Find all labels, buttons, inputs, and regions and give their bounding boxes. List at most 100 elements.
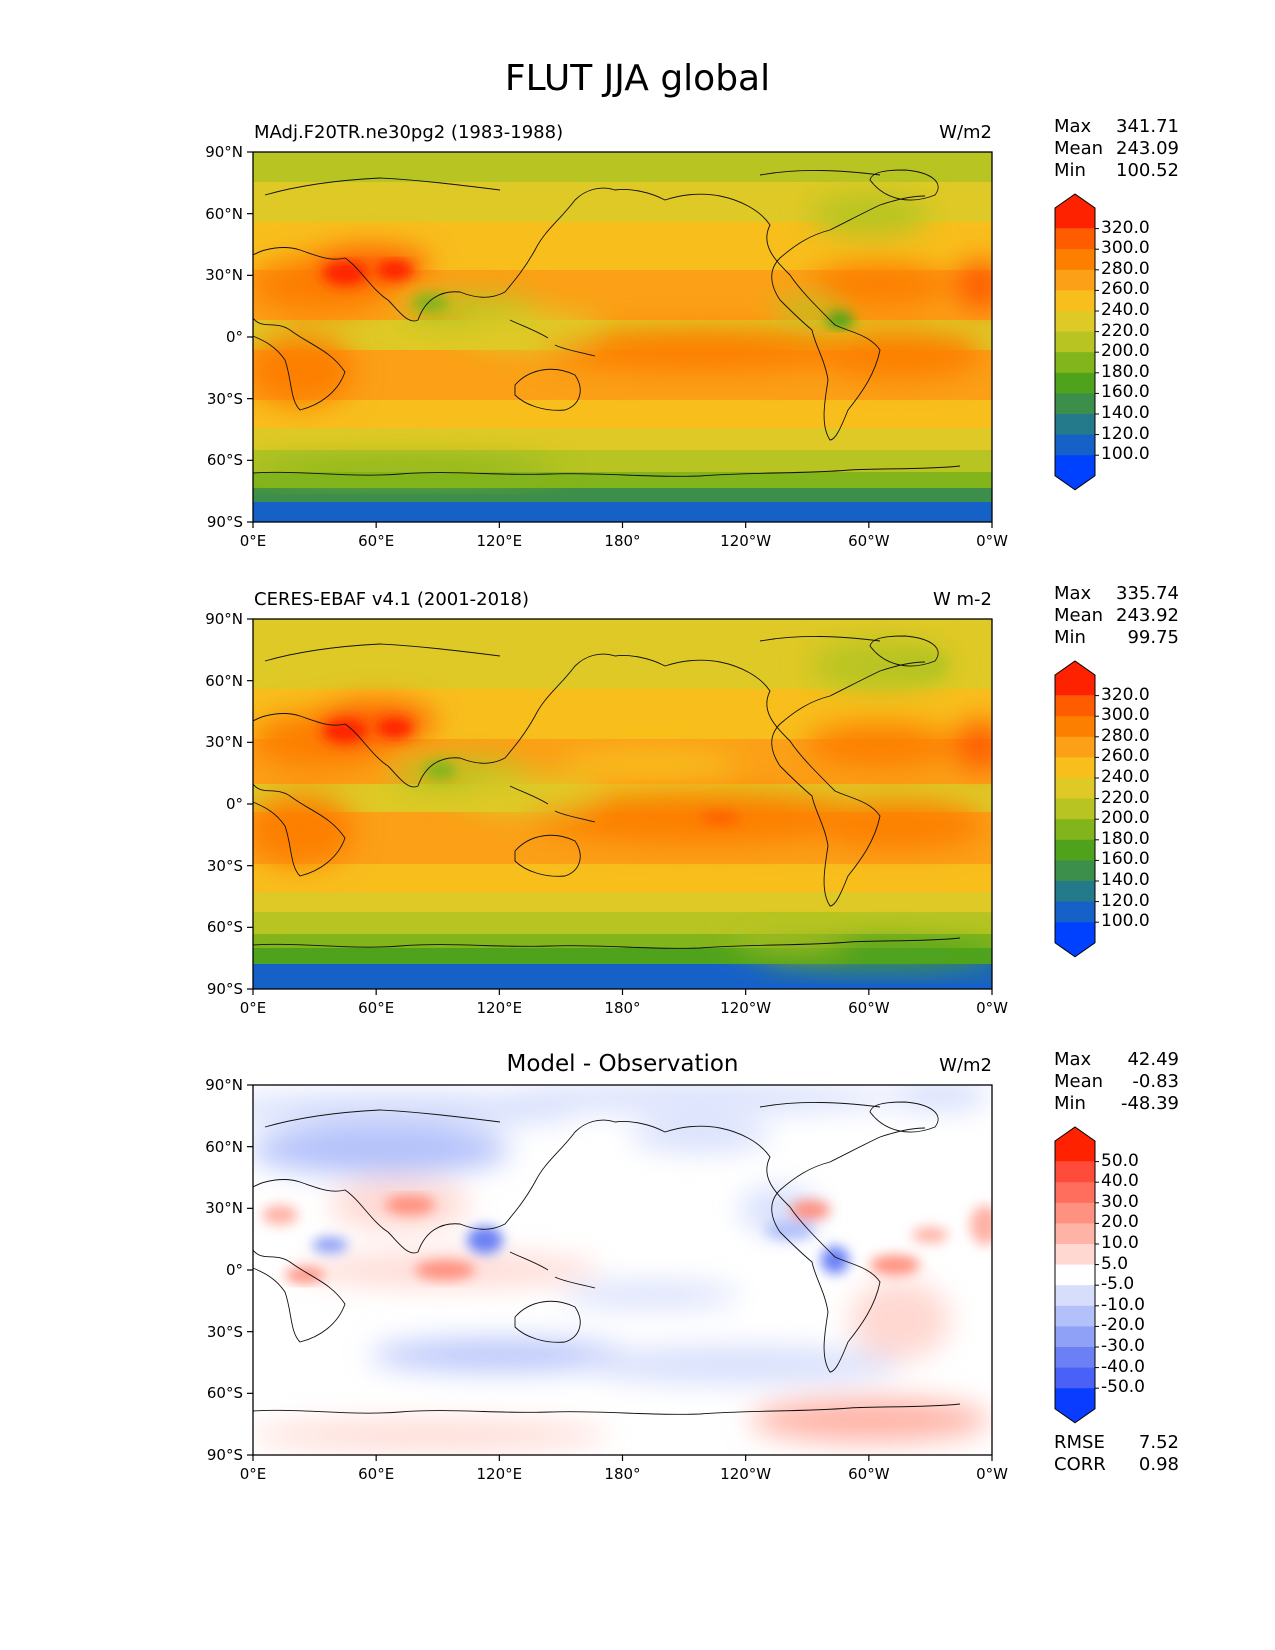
- colorbar-cell: [1055, 716, 1095, 738]
- colorbar-cell: [1055, 798, 1095, 820]
- colorbar-label: 320.0: [1101, 684, 1150, 705]
- colorbar-extend-min: [1055, 1388, 1095, 1423]
- x-tick-label: 60°W: [848, 1465, 890, 1483]
- colorbar-cell: [1055, 414, 1095, 436]
- y-tick-label: 0°: [225, 328, 243, 346]
- colorbar-label: 300.0: [1101, 238, 1150, 259]
- colorbar-label: 280.0: [1101, 725, 1150, 746]
- stat-corr: CORR 0.98: [1054, 1454, 1179, 1475]
- colorbar-label: 140.0: [1101, 870, 1150, 890]
- colorbar-label: 30.0: [1101, 1191, 1139, 1212]
- colorbar-label: 50.0: [1101, 1150, 1139, 1171]
- colorbar-label: 20.0: [1101, 1212, 1139, 1233]
- x-tick-label: 180°: [604, 1465, 641, 1483]
- figure-title: FLUT JJA global: [504, 58, 771, 99]
- colorbar-cell: [1055, 1161, 1095, 1183]
- y-tick-label: 90°S: [206, 980, 243, 998]
- y-tick-label: 30°N: [205, 733, 243, 752]
- x-tick-label: 0°W: [976, 999, 1008, 1017]
- colorbar-cell: [1055, 695, 1095, 717]
- units-label: W m-2: [932, 589, 992, 610]
- colorbar-cell: [1055, 1347, 1095, 1369]
- y-tick-label: 60°N: [205, 1137, 243, 1156]
- x-tick-label: 120°W: [720, 532, 772, 550]
- colorbar-label: 140.0: [1101, 403, 1150, 423]
- y-tick-label: 60°S: [206, 918, 243, 937]
- colorbar-cell: [1055, 434, 1095, 456]
- map-field-reference: [253, 619, 992, 989]
- colorbar-cell: [1055, 778, 1095, 800]
- x-tick-label: 120°W: [720, 1465, 772, 1483]
- colorbar-label: 260.0: [1101, 746, 1150, 767]
- colorbar-cell: [1055, 860, 1095, 882]
- y-tick-label: 30°N: [205, 1199, 243, 1218]
- colorbar-label: 10.0: [1101, 1233, 1139, 1253]
- x-tick-label: 0°W: [976, 532, 1008, 550]
- y-tick-label: 60°S: [206, 1384, 243, 1403]
- colorbar-cell: [1055, 1326, 1095, 1348]
- colorbar-label: 120.0: [1101, 423, 1150, 444]
- x-tick-label: 0°W: [976, 1465, 1008, 1483]
- colorbar-label: 300.0: [1101, 705, 1150, 726]
- colorbar-cell: [1055, 311, 1095, 333]
- x-tick-label: 60°E: [358, 532, 395, 550]
- colorbar-label: 320.0: [1101, 217, 1150, 238]
- colorbar-cell: [1055, 331, 1095, 353]
- colorbar-extend-max: [1055, 661, 1095, 696]
- stat-max: Max 42.49: [1054, 1049, 1179, 1070]
- x-tick-label: 60°E: [358, 1465, 395, 1483]
- colorbar-cell: [1055, 819, 1095, 841]
- units-label: W/m2: [939, 122, 992, 143]
- colorbar-cell: [1055, 1223, 1095, 1245]
- y-tick-label: 90°N: [205, 143, 243, 161]
- colorbar-label: -5.0: [1101, 1274, 1135, 1295]
- map-field-difference: [253, 1085, 992, 1455]
- colorbar-label: 200.0: [1101, 341, 1150, 362]
- axis-ticks: [247, 151, 993, 1461]
- colorbar-label: -40.0: [1101, 1356, 1145, 1377]
- colorbar-label: 240.0: [1101, 300, 1150, 320]
- colorbar-cell: [1055, 736, 1095, 758]
- colorbar-label: -20.0: [1101, 1315, 1145, 1336]
- x-tick-label: 60°W: [848, 532, 890, 550]
- x-tick-label: 180°: [604, 532, 641, 550]
- y-tick-label: 0°: [225, 795, 243, 813]
- colorbar-cell: [1055, 1367, 1095, 1389]
- colorbar-label: 240.0: [1101, 767, 1150, 787]
- x-tick-label: 0°E: [239, 532, 267, 550]
- y-tick-label: 90°S: [206, 513, 243, 531]
- colorbar-cell: [1055, 901, 1095, 923]
- colorbar-extend-max: [1055, 194, 1095, 229]
- colorbar-label: 100.0: [1101, 444, 1150, 465]
- stat-min: Min 99.75: [1054, 627, 1179, 648]
- y-tick-label: 30°S: [206, 1322, 243, 1341]
- colorbar-label: 40.0: [1101, 1171, 1139, 1192]
- coastlines: [253, 635, 961, 949]
- colorbar-cell: [1055, 1285, 1095, 1307]
- panel-test: [252, 151, 1099, 523]
- colorbar-extend-min: [1055, 455, 1095, 490]
- colorbar-cell: [1055, 1305, 1095, 1327]
- coastlines: [253, 169, 961, 477]
- colorbar-label: 160.0: [1101, 849, 1150, 870]
- stat-mean: Mean -0.83: [1054, 1071, 1179, 1092]
- stat-mean: Mean 243.92: [1054, 605, 1179, 626]
- coastlines: [253, 1101, 961, 1415]
- colorbar-cell: [1055, 290, 1095, 312]
- colorbar-label: 180.0: [1101, 828, 1150, 849]
- colorbar-label: 160.0: [1101, 382, 1150, 403]
- y-tick-label: 30°S: [206, 856, 243, 875]
- colorbar-cell: [1055, 352, 1095, 374]
- y-tick-label: 90°N: [205, 1076, 243, 1094]
- colorbar-label: -10.0: [1101, 1294, 1145, 1315]
- y-tick-label: 60°N: [205, 204, 243, 223]
- colorbar-outline: [1054, 660, 1096, 958]
- x-tick-label: 0°E: [239, 1465, 267, 1483]
- stat-min: Min 100.52: [1054, 160, 1179, 181]
- colorbar-cell: [1055, 1264, 1095, 1286]
- stat-min: Min -48.39: [1054, 1093, 1179, 1114]
- colorbar-label: 180.0: [1101, 361, 1150, 382]
- colorbar-cell: [1055, 393, 1095, 415]
- stat-max: Max 335.74: [1054, 583, 1179, 604]
